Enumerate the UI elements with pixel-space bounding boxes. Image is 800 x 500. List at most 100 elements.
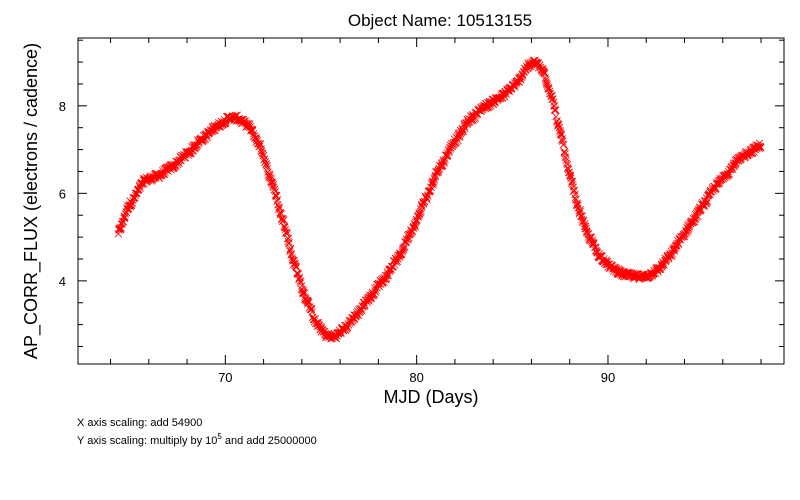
data-point-marker (581, 222, 590, 231)
data-point-marker (566, 171, 574, 180)
data-point-marker (527, 62, 535, 71)
data-point-marker (285, 240, 293, 248)
data-point-marker (386, 267, 394, 275)
data-point-marker (370, 290, 379, 299)
x-tick-label: 80 (409, 370, 423, 385)
y-tick-label: 8 (59, 99, 66, 114)
data-point-marker (671, 244, 680, 252)
y-axis-label: AP_CORR_FLUX (electrons / cadence) (21, 43, 42, 359)
data-point-marker (442, 152, 451, 160)
data-point-marker (299, 287, 307, 295)
data-point-marker (668, 252, 676, 260)
data-point-marker (468, 116, 476, 124)
data-point-marker (542, 78, 550, 86)
data-point-marker (578, 212, 587, 220)
data-point-marker (554, 121, 563, 130)
x-axis-label: MJD (Days) (384, 387, 479, 407)
data-point-marker (566, 172, 575, 181)
axis-ticks (78, 38, 784, 364)
data-point-marker (354, 311, 363, 319)
tick-labels: 70 80 90 4 6 8 (59, 99, 615, 385)
data-point-marker (569, 180, 577, 189)
data-point-marker (383, 271, 391, 280)
chart-title: Object Name: 10513155 (348, 11, 532, 30)
data-point-marker (680, 232, 689, 241)
data-point-marker (420, 199, 428, 207)
data-point-marker (471, 114, 480, 122)
data-point-marker (545, 85, 553, 93)
data-point-marker (429, 181, 437, 189)
y-tick-label: 4 (59, 274, 66, 289)
data-point-marker (590, 239, 598, 247)
data-point-marker (257, 145, 265, 153)
data-point-marker (307, 305, 316, 314)
data-point-marker (570, 186, 578, 195)
data-point-marker (343, 323, 352, 331)
data-point-marker (270, 183, 278, 192)
data-point-marker (426, 187, 435, 195)
data-point-marker (589, 239, 597, 247)
data-point-marker (393, 257, 402, 266)
data-points (114, 56, 765, 343)
data-point-marker (305, 298, 313, 306)
data-point-marker (411, 221, 419, 229)
data-point-marker (249, 130, 258, 138)
data-point-marker (440, 157, 448, 165)
data-point-marker (564, 164, 572, 173)
data-point-marker (127, 201, 136, 209)
data-point-marker (710, 185, 718, 193)
data-point-marker (118, 220, 126, 228)
data-point-marker (576, 205, 584, 214)
data-point-marker (397, 250, 405, 258)
data-point-marker (304, 298, 312, 307)
data-point-marker (254, 140, 262, 148)
data-point-marker (562, 156, 570, 165)
data-point-marker (203, 134, 212, 142)
y-scaling-prefix: Y axis scaling: multiply by 10 (77, 435, 218, 447)
data-point-marker (398, 248, 406, 256)
data-point-marker (304, 297, 312, 305)
data-point-marker (252, 134, 261, 142)
data-point-marker (262, 160, 271, 168)
data-point-marker (556, 131, 565, 139)
data-point-marker (564, 165, 573, 174)
data-point-marker (261, 157, 270, 166)
x-axis-scaling-note: X axis scaling: add 54900 (77, 417, 203, 429)
data-point-marker (517, 76, 525, 84)
data-point-marker (296, 277, 304, 285)
data-point-marker (551, 106, 560, 114)
x-tick-label: 90 (601, 370, 615, 385)
data-point-marker (263, 164, 272, 173)
data-point-marker (551, 105, 559, 113)
y-scaling-exponent: 5 (217, 432, 222, 441)
data-point-marker (263, 162, 271, 170)
data-point-marker (283, 230, 291, 238)
plot-frame (77, 37, 785, 365)
data-point-marker (282, 228, 291, 236)
data-point-marker (423, 194, 431, 202)
x-tick-label: 70 (218, 370, 232, 385)
data-point-marker (343, 325, 351, 333)
data-point-marker (127, 201, 135, 209)
data-point-marker (260, 155, 269, 163)
y-tick-label: 6 (59, 186, 66, 201)
data-point-marker (579, 218, 587, 227)
data-point-marker (280, 216, 288, 224)
y-scaling-suffix: and add 25000000 (221, 435, 317, 447)
data-point-marker (572, 195, 580, 203)
data-point-marker (275, 204, 283, 212)
data-point-marker (555, 123, 564, 132)
data-point-marker (257, 147, 266, 156)
data-point-marker (542, 79, 551, 87)
data-point-marker (299, 288, 307, 297)
data-point-marker (285, 238, 293, 247)
data-point-marker (549, 95, 557, 103)
data-point-marker (121, 213, 129, 221)
data-point-marker (314, 318, 322, 327)
y-axis-scaling-note: Y axis scaling: multiply by 105 and add … (77, 432, 317, 448)
data-point-marker (560, 140, 568, 149)
data-point-marker (574, 204, 582, 212)
data-point-marker (369, 292, 378, 300)
